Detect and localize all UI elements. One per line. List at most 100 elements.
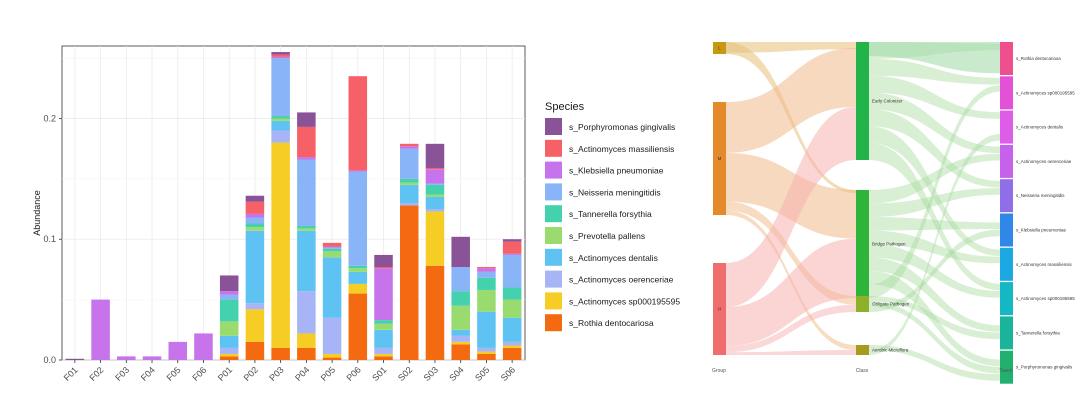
bar-segment-s06-s-neisseria-meningitidis — [502, 254, 522, 288]
x-tick-label-p01: P01 — [216, 365, 234, 383]
sankey-node-group-h — [713, 263, 726, 355]
sankey-node-taxon-5 — [1000, 213, 1013, 247]
sankey-node-class-bridge-pathogen — [856, 190, 869, 298]
legend-swatch-s-neisseria-meningitidis — [545, 183, 562, 201]
bar-segment-p03-s-actinomyces-dentalis — [271, 120, 290, 131]
sankey-flow-class-taxon-18 — [869, 345, 1000, 381]
bar-segment-s06-s-actinomyces-massiliensis — [502, 241, 522, 254]
legend-swatch-s-actinomyces-sp000195595 — [545, 292, 562, 310]
bar-segment-s03-s-actinomyces-dentalis — [425, 196, 445, 210]
bar-segment-s01-s-rothia-dentocariosa — [374, 356, 393, 360]
bar-segment-s06-s-actinomyces-sp000195595 — [502, 345, 522, 348]
sankey-node-label-taxon: s_Rothia dentocariosa — [1016, 56, 1061, 61]
sankey-node-class-early-colonizer — [856, 42, 869, 160]
species-legend: Species s_Porphyromonas gingivalis s_Actin… — [545, 101, 680, 332]
sankey-node-label-taxon: s_Actinomyces massiliensis — [1016, 262, 1073, 267]
bar-segment-p01-s-neisseria-meningitidis — [219, 294, 239, 300]
bar-segment-p04-s-neisseria-meningitidis — [297, 159, 316, 226]
bar-segment-p01-s-porphyromonas-gingivalis — [219, 275, 239, 292]
bar-segment-s05-s-actinomyces-sp000195595 — [477, 351, 496, 354]
sankey-node-taxon-7 — [1000, 282, 1013, 316]
bar-segment-s04-s-rothia-dentocariosa — [451, 344, 470, 360]
bar-segment-s04-s-prevotella-pallens — [451, 305, 470, 330]
bar-segment-p01-s-actinomyces-sp000195595 — [219, 353, 239, 357]
sankey-node-label-taxon: s_Klebsiella pneumoniae — [1016, 228, 1067, 233]
sankey-flow-class-taxon-7 — [869, 153, 1000, 204]
sankey-node-taxon-4 — [1000, 179, 1013, 213]
bar-segment-s05-s-actinomyces-dentalis — [477, 311, 496, 348]
y-axis-title: Abundance — [32, 190, 42, 236]
x-tick-label-p02: P02 — [242, 365, 260, 383]
bar-segment-s02-s-actinomyces-massiliensis — [399, 143, 419, 147]
bar-segment-s04-s-actinomyces-oerenceriae — [451, 335, 470, 342]
sankey-flow-class-taxon-2 — [869, 75, 1000, 119]
stacked-bar-chart: 0.0 0.1 0.2 F01 F02 F03 F04 F05 F06 P01 P02 P03 P04 P… — [32, 45, 526, 383]
legend-label-s-actinomyces-sp000195595: s_Actinomyces sp000195595 — [569, 296, 680, 306]
bar-segment-p05-s-neisseria-meningitidis — [322, 247, 342, 249]
sankey-node-label-taxon: s_Actinomyces dentalis — [1016, 125, 1064, 130]
sankey-column-label-class: Class — [856, 368, 869, 374]
bar-segment-p02-s-actinomyces-sp000195595 — [245, 309, 265, 342]
bar-segment-s06-s-klebsiella-pneumoniae — [502, 253, 522, 255]
bar-segment-p05-s-actinomyces-oerenceriae — [322, 317, 342, 354]
bar-segment-p03-s-prevotella-pallens — [271, 118, 290, 121]
y-tick-label: 0.0 — [43, 355, 56, 365]
sankey-node-label-class: Early Colonizer — [872, 99, 903, 104]
sankey-flow-class-taxon-8 — [869, 188, 1000, 217]
bar-segment-s04-s-porphyromonas-gingivalis — [451, 236, 470, 268]
sankey-node-label-group: H — [718, 307, 721, 312]
sankey-node-label-taxon: s_Actinomyces sp000195595 — [1016, 90, 1075, 95]
bar-segment-p04-s-tannerella-forsythia — [297, 225, 316, 229]
sankey-flow-class-taxon-10 — [869, 230, 1000, 264]
sankey-flow-class-taxon-11 — [869, 244, 1000, 298]
sankey-node-taxon-3 — [1000, 144, 1013, 178]
bar-segment-s01-s-klebsiella-pneumoniae — [374, 268, 393, 321]
bar-segment-p06-s-tannerella-forsythia — [348, 265, 368, 269]
bar-segment-s05-s-klebsiella-pneumoniae — [477, 268, 496, 272]
legend-label-s-porphyromonas-gingivalis: s_Porphyromonas gingivalis — [569, 122, 675, 132]
bar-segment-s06-s-rothia-dentocariosa — [502, 347, 522, 360]
bar-segment-s03-s-tannerella-forsythia — [425, 184, 445, 195]
sankey-flow-class-taxon-16 — [869, 301, 1000, 374]
sankey-flow-class-taxon-1 — [869, 58, 1000, 85]
bar-segment-p01-s-klebsiella-pneumoniae — [219, 291, 239, 295]
bar-segment-p05-s-actinomyces-massiliensis — [322, 242, 342, 247]
bar-segment-s03-s-actinomyces-massiliensis — [425, 167, 445, 170]
bar-segment-s01-s-actinomyces-massiliensis — [374, 267, 393, 269]
legend-label-s-neisseria-meningitidis: s_Neisseria meningitidis — [569, 187, 661, 197]
sankey-node-label-group: L — [718, 46, 721, 51]
x-tick-label-f04: F04 — [139, 365, 157, 383]
bar-segment-p05-s-tannerella-forsythia — [322, 248, 342, 252]
bar-segment-p02-s-klebsiella-pneumoniae — [245, 213, 265, 218]
x-tick-label-f05: F05 — [165, 365, 183, 383]
sankey-node-taxon-6 — [1000, 247, 1013, 281]
legend-swatch-s-tannerella-forsythia — [545, 205, 562, 223]
sankey-node-label-group: M — [718, 156, 722, 161]
sankey-flow-group-class-2 — [726, 47, 856, 153]
bar-segment-p03-s-tannerella-forsythia — [271, 116, 290, 119]
bar-segment-p04-s-klebsiella-pneumoniae — [297, 157, 316, 160]
sankey-flow-class-taxon-12 — [869, 257, 1000, 332]
legend-label-s-actinomyces-oerenceriae: s_Actinomyces oerenceriae — [569, 275, 674, 285]
bar-segment-p01-s-rothia-dentocariosa — [219, 356, 239, 360]
bar-segment-p05-s-prevotella-pallens — [322, 251, 342, 258]
bar-segment-s01-s-actinomyces-dentalis — [374, 329, 393, 348]
legend-swatch-s-actinomyces-oerenceriae — [545, 270, 562, 288]
sankey-node-taxon-2 — [1000, 110, 1013, 144]
sankey-flow-class-taxon-19 — [869, 134, 1000, 355]
bar-segment-p04-s-actinomyces-dentalis — [297, 230, 316, 292]
bar-segment-s01-s-porphyromonas-gingivalis — [374, 254, 393, 268]
sankey-column-label-group: Group — [712, 368, 726, 374]
bar-segment-f01-s-porphyromonas-gingivalis — [65, 358, 85, 360]
bar-segment-p06-s-actinomyces-sp000195595 — [348, 283, 368, 294]
legend-swatch-s-actinomyces-massiliensis — [545, 139, 562, 157]
bar-segment-s02-s-klebsiella-pneumoniae — [399, 146, 419, 149]
sankey-node-class-obligate-pathogen — [856, 296, 869, 312]
sankey-flow-class-taxon-4 — [869, 109, 1000, 188]
sankey-flow-group-class-6 — [726, 106, 856, 308]
x-tick-label-p05: P05 — [319, 365, 337, 383]
bar-segment-p04-s-actinomyces-sp000195595 — [297, 333, 316, 348]
y-tick-label: 0.1 — [43, 234, 56, 244]
bar-segment-p03-s-actinomyces-oerenceriae — [271, 130, 290, 143]
